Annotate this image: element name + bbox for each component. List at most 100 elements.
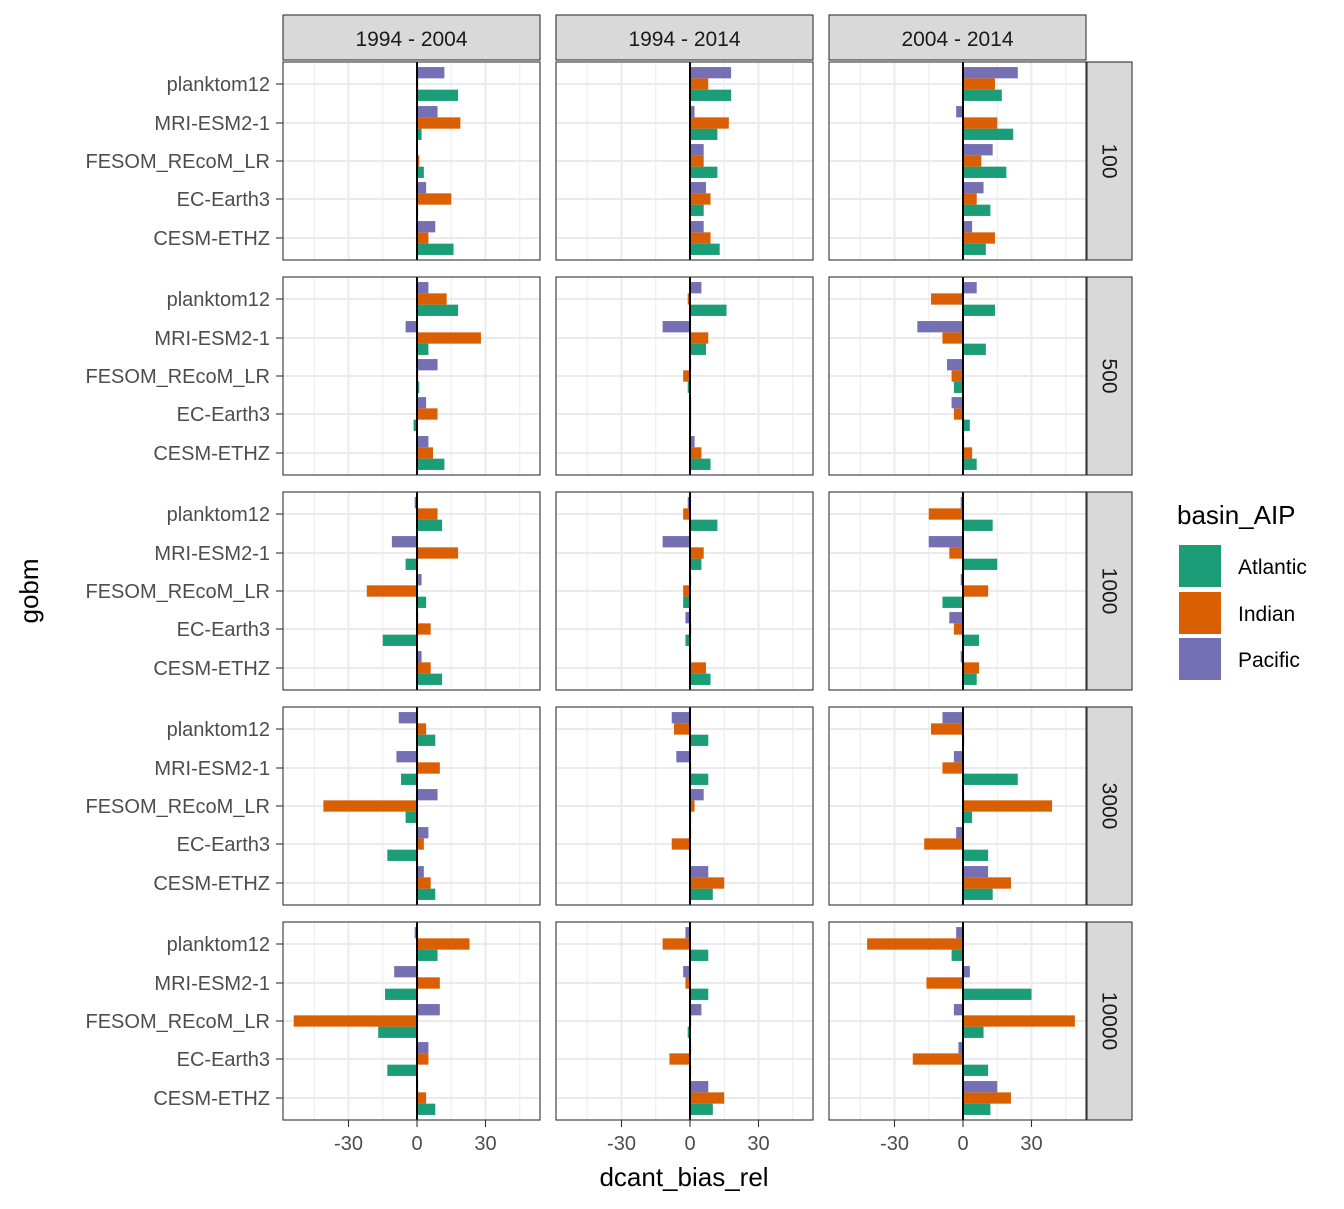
panel-10000-0 — [282, 921, 541, 1121]
bar-pacific-EC-Earth3 — [417, 397, 427, 409]
bar-pacific-FESOM_REcoM_LR — [417, 789, 438, 801]
bar-atlantic-FESOM_REcoM_LR — [690, 166, 718, 178]
bar-pacific-FESOM_REcoM_LR — [690, 144, 704, 156]
bar-pacific-planktom12 — [963, 67, 1018, 79]
bar-atlantic-planktom12 — [417, 734, 436, 746]
bar-atlantic-FESOM_REcoM_LR — [953, 381, 963, 393]
bar-indian-FESOM_REcoM_LR — [293, 1015, 417, 1027]
bar-atlantic-EC-Earth3 — [387, 1064, 417, 1076]
bar-pacific-CESM-ETHZ — [690, 1081, 709, 1093]
bar-indian-EC-Earth3 — [690, 193, 711, 205]
strip-row-100: 100 — [1086, 61, 1133, 261]
bar-atlantic-planktom12 — [951, 949, 963, 961]
bar-atlantic-MRI-ESM2-1 — [963, 128, 1014, 140]
y-tick-label: planktom12 — [167, 74, 270, 96]
bar-indian-MRI-ESM2-1 — [926, 977, 963, 989]
bar-atlantic-MRI-ESM2-1 — [963, 343, 986, 355]
bar-pacific-planktom12 — [687, 497, 690, 509]
x-tick-label: -30 — [334, 1133, 363, 1155]
bar-pacific-CESM-ETHZ — [417, 436, 429, 448]
strip-row-label: 10000 — [1098, 992, 1121, 1050]
bar-atlantic-CESM-ETHZ — [963, 243, 986, 255]
bar-indian-EC-Earth3 — [417, 193, 452, 205]
bar-atlantic-FESOM_REcoM_LR — [417, 381, 420, 393]
panel-500-1 — [555, 276, 814, 476]
bar-atlantic-FESOM_REcoM_LR — [687, 1026, 690, 1038]
bar-indian-FESOM_REcoM_LR — [963, 800, 1053, 812]
bar-indian-FESOM_REcoM_LR — [323, 800, 417, 812]
x-tick-label: 30 — [474, 1133, 496, 1155]
panel-3000-2 — [828, 706, 1087, 906]
bar-pacific-EC-Earth3 — [949, 612, 963, 624]
bar-atlantic-EC-Earth3 — [963, 1064, 989, 1076]
bar-indian-FESOM_REcoM_LR — [683, 585, 690, 597]
x-tick-label: 30 — [1020, 1133, 1042, 1155]
bar-pacific-EC-Earth3 — [417, 827, 429, 839]
bar-pacific-MRI-ESM2-1 — [405, 321, 417, 333]
y-tick-label: MRI-ESM2-1 — [154, 328, 270, 350]
bar-indian-planktom12 — [867, 938, 963, 950]
bar-atlantic-CESM-ETHZ — [690, 458, 711, 470]
strip-col-label: 1994 - 2004 — [355, 28, 467, 51]
bar-indian-FESOM_REcoM_LR — [951, 370, 963, 382]
panel-500-2 — [828, 276, 1087, 476]
bar-pacific-MRI-ESM2-1 — [662, 536, 690, 548]
panel-10000-2 — [828, 921, 1087, 1121]
y-tick-label: planktom12 — [167, 289, 270, 311]
bar-indian-CESM-ETHZ — [963, 1092, 1011, 1104]
bar-indian-CESM-ETHZ — [963, 447, 973, 459]
bar-indian-EC-Earth3 — [417, 838, 424, 850]
y-tick-label: EC-Earth3 — [177, 619, 270, 641]
bar-atlantic-planktom12 — [690, 519, 718, 531]
x-tick-label: -30 — [880, 1133, 909, 1155]
bar-indian-FESOM_REcoM_LR — [963, 585, 989, 597]
bar-indian-CESM-ETHZ — [417, 232, 429, 244]
strip-row-label: 100 — [1098, 143, 1121, 178]
bar-indian-planktom12 — [931, 723, 963, 735]
y-tick-label: FESOM_REcoM_LR — [86, 366, 271, 388]
bar-pacific-MRI-ESM2-1 — [928, 536, 963, 548]
facet-row-strips: 100 500 1000 3000 10000 — [1086, 61, 1133, 1121]
bar-pacific-FESOM_REcoM_LR — [690, 789, 704, 801]
y-tick-label: CESM-ETHZ — [153, 873, 270, 895]
bar-indian-FESOM_REcoM_LR — [690, 155, 704, 167]
bar-pacific-FESOM_REcoM_LR — [953, 1004, 963, 1016]
bar-atlantic-CESM-ETHZ — [690, 673, 711, 685]
bar-pacific-planktom12 — [956, 927, 963, 939]
panel-1000-0 — [282, 491, 541, 691]
bar-atlantic-CESM-ETHZ — [963, 888, 993, 900]
bar-indian-MRI-ESM2-1 — [417, 977, 440, 989]
bar-pacific-planktom12 — [685, 927, 690, 939]
bar-indian-FESOM_REcoM_LR — [690, 800, 695, 812]
bar-indian-CESM-ETHZ — [690, 447, 702, 459]
bar-atlantic-planktom12 — [690, 304, 727, 316]
legend-label: Atlantic — [1238, 556, 1307, 579]
y-tick-label: MRI-ESM2-1 — [154, 973, 270, 995]
bar-atlantic-MRI-ESM2-1 — [417, 128, 422, 140]
bar-pacific-MRI-ESM2-1 — [417, 106, 438, 118]
bar-pacific-EC-Earth3 — [417, 1042, 429, 1054]
legend-swatch — [1179, 592, 1221, 634]
bar-atlantic-CESM-ETHZ — [417, 673, 443, 685]
bar-atlantic-MRI-ESM2-1 — [401, 773, 417, 785]
bar-atlantic-EC-Earth3 — [963, 204, 991, 216]
bar-indian-MRI-ESM2-1 — [963, 117, 998, 129]
bar-indian-MRI-ESM2-1 — [942, 762, 963, 774]
bar-atlantic-FESOM_REcoM_LR — [417, 596, 427, 608]
x-tick-label: 30 — [747, 1133, 769, 1155]
panel-100-0 — [282, 61, 541, 261]
bar-pacific-CESM-ETHZ — [963, 221, 973, 233]
bar-indian-MRI-ESM2-1 — [417, 547, 459, 559]
bar-atlantic-FESOM_REcoM_LR — [687, 381, 690, 393]
bar-pacific-MRI-ESM2-1 — [394, 966, 417, 978]
y-tick-label: FESOM_REcoM_LR — [86, 796, 271, 818]
strip-row-1000: 1000 — [1086, 491, 1133, 691]
bar-pacific-EC-Earth3 — [963, 182, 984, 194]
strip-col-0: 1994 - 2004 — [282, 14, 541, 61]
bar-pacific-MRI-ESM2-1 — [676, 751, 690, 763]
bar-pacific-planktom12 — [417, 67, 445, 79]
bar-pacific-CESM-ETHZ — [960, 651, 963, 663]
bar-atlantic-FESOM_REcoM_LR — [405, 811, 417, 823]
y-tick-label: EC-Earth3 — [177, 189, 270, 211]
bar-pacific-CESM-ETHZ — [963, 866, 989, 878]
